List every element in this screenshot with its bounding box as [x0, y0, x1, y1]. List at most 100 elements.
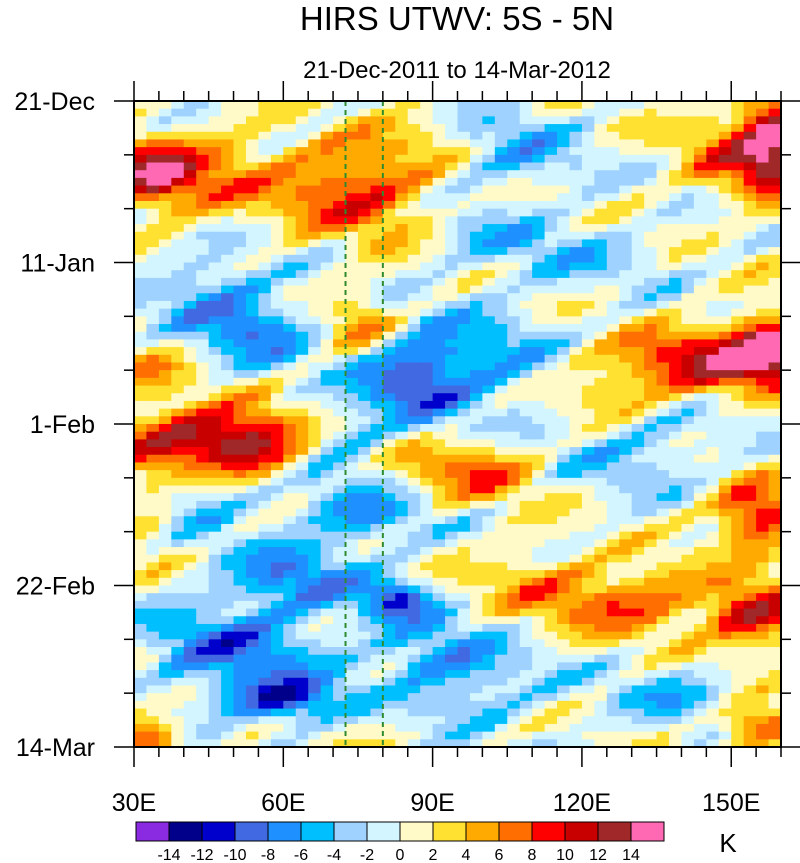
heatmap-cell — [208, 439, 222, 448]
heatmap-cell — [706, 277, 720, 287]
heatmap-cell — [706, 700, 720, 710]
heatmap-cell — [283, 708, 297, 717]
heatmap-cell — [158, 208, 172, 217]
heatmap-cell — [196, 416, 210, 425]
heatmap-cell — [557, 177, 571, 187]
heatmap-cell — [420, 424, 434, 433]
heatmap-cell — [333, 731, 347, 740]
heatmap-cell — [482, 416, 496, 425]
heatmap-cell — [706, 300, 720, 310]
heatmap-cell — [308, 239, 322, 248]
heatmap-cell — [557, 116, 571, 125]
heatmap-cell — [718, 124, 732, 133]
heatmap-cell — [756, 377, 770, 387]
heatmap-cell — [507, 347, 521, 356]
heatmap-cell — [693, 339, 707, 348]
heatmap-cell — [221, 101, 235, 110]
heatmap-cell — [581, 108, 595, 117]
heatmap-cell — [706, 216, 720, 225]
heatmap-cell — [743, 154, 757, 164]
heatmap-cell — [532, 431, 546, 440]
heatmap-cell — [146, 177, 160, 187]
heatmap-cell — [507, 508, 521, 517]
heatmap-cell — [457, 447, 471, 456]
heatmap-cell — [208, 585, 222, 594]
heatmap-cell — [731, 523, 745, 533]
heatmap-cell — [258, 231, 272, 241]
heatmap-cell — [519, 162, 533, 171]
heatmap-cell — [557, 185, 571, 194]
heatmap-cell — [619, 185, 633, 194]
heatmap-cell — [693, 324, 707, 333]
heatmap-cell — [756, 623, 770, 633]
heatmap-cell — [432, 600, 446, 610]
heatmap-cell — [445, 362, 459, 371]
heatmap-cell — [395, 239, 409, 248]
heatmap-cell — [420, 647, 434, 656]
heatmap-cell — [581, 362, 595, 371]
heatmap-cell — [718, 277, 732, 287]
heatmap-cell — [357, 270, 371, 279]
heatmap-cell — [233, 416, 247, 425]
heatmap-cell — [743, 677, 757, 687]
heatmap-cell — [644, 431, 658, 440]
heatmap-cell — [519, 277, 533, 287]
heatmap-cell — [171, 154, 185, 164]
heatmap-cell — [606, 577, 620, 587]
heatmap-cell — [594, 431, 608, 440]
heatmap-cell — [507, 485, 521, 494]
heatmap-cell — [681, 162, 695, 171]
heatmap-cell — [158, 670, 172, 679]
heatmap-cell — [569, 608, 583, 617]
heatmap-cell — [345, 508, 359, 517]
heatmap-cell — [631, 247, 645, 256]
heatmap-cell — [420, 600, 434, 610]
heatmap-cell — [494, 523, 508, 533]
heatmap-cell — [768, 539, 781, 548]
heatmap-cell — [146, 339, 160, 348]
heatmap-cell — [731, 677, 745, 687]
heatmap-cell — [183, 293, 197, 302]
heatmap-cell — [407, 239, 421, 248]
heatmap-cell — [519, 647, 533, 656]
heatmap-cell — [208, 339, 222, 348]
heatmap-cell — [756, 139, 770, 148]
heatmap-cell — [146, 739, 160, 747]
heatmap-cell — [382, 462, 396, 471]
heatmap-cell — [581, 400, 595, 410]
heatmap-cell — [557, 531, 571, 540]
heatmap-cell — [221, 254, 235, 264]
heatmap-cell — [581, 662, 595, 671]
heatmap-cell — [146, 477, 160, 487]
heatmap-cell — [245, 162, 260, 171]
heatmap-cell — [370, 193, 384, 202]
heatmap-cell — [606, 531, 620, 540]
heatmap-cell — [283, 362, 297, 371]
heatmap-cell — [171, 493, 185, 502]
heatmap-cell — [756, 285, 770, 294]
heatmap-cell — [544, 431, 558, 440]
heatmap-cell — [370, 385, 384, 394]
heatmap-cell — [606, 193, 620, 202]
heatmap-cell — [196, 539, 210, 548]
heatmap-cell — [718, 508, 732, 517]
heatmap-cell — [258, 508, 272, 517]
heatmap-cell — [357, 408, 371, 417]
heatmap-cell — [245, 400, 260, 410]
heatmap-cell — [295, 124, 309, 133]
heatmap-cell — [320, 300, 334, 310]
heatmap-cell — [532, 385, 546, 394]
heatmap-cell — [756, 631, 770, 640]
heatmap-cell — [134, 677, 148, 687]
heatmap-cell — [756, 639, 770, 648]
heatmap-cell — [221, 347, 235, 356]
heatmap-cell — [134, 324, 148, 333]
heatmap-cell — [382, 385, 396, 394]
heatmap-cell — [183, 670, 197, 679]
heatmap-cell — [557, 654, 571, 663]
heatmap-cell — [258, 362, 272, 371]
heatmap-cell — [569, 162, 583, 171]
heatmap-cell — [557, 470, 571, 479]
heatmap-cell — [420, 670, 434, 679]
heatmap-cell — [606, 247, 620, 256]
